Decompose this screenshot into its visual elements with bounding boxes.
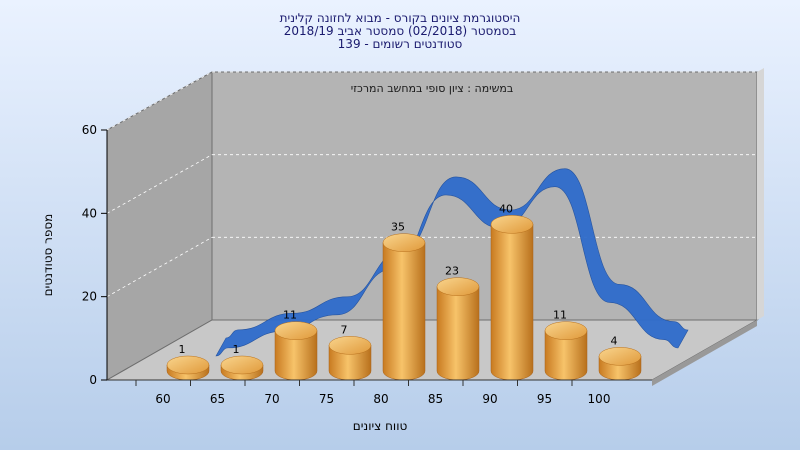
bar (328, 336, 372, 381)
y-axis-label: מספר סטודנטים (41, 214, 55, 297)
bar-top (490, 215, 534, 234)
bar-body (382, 242, 426, 381)
bar (544, 321, 588, 381)
x-tick-label: 75 (319, 392, 334, 406)
y-tick-label: 60 (82, 123, 97, 137)
bar-data-label: 11 (283, 309, 297, 322)
x-axis: 60 65 70 75 80 85 90 95 100 (107, 379, 652, 406)
chart-subtitle: במשימה : ציון סופי במחשב המרכזי (351, 82, 514, 95)
bar-data-label: 7 (341, 323, 348, 336)
y-axis: 0 20 40 60 (82, 123, 108, 387)
chart-frame-right-edge (757, 68, 764, 320)
bar (220, 355, 264, 381)
chart-title-line-2: בסמסטר (02/2018) סמסטר אביב 2018/19 (284, 24, 516, 38)
x-tick-label: 100 (588, 392, 611, 406)
bar-data-label: 35 (391, 221, 405, 234)
bar (274, 321, 318, 381)
bar-top (544, 321, 588, 340)
bar-top (220, 355, 264, 375)
chart-gridlines (106, 71, 757, 298)
bar-data-label: 1 (179, 343, 186, 356)
x-tick-label: 65 (210, 392, 225, 406)
x-tick-label: 80 (373, 392, 388, 406)
bar (166, 355, 210, 381)
x-axis-label: טווח ציונים (353, 419, 408, 433)
x-tick-label: 85 (428, 392, 443, 406)
chart-floor-edge (652, 320, 757, 386)
chart-title-line-3: סטודנטים רשומים - 139 (338, 37, 463, 51)
x-tick-label: 90 (482, 392, 497, 406)
bar-top (382, 233, 426, 252)
bar-top (598, 347, 642, 366)
x-tick-label: 60 (155, 392, 170, 406)
bar-body (436, 286, 480, 381)
y-tick-label: 20 (82, 290, 97, 304)
bar-top (436, 277, 480, 296)
bar-data-label: 11 (553, 309, 567, 322)
bar-top (166, 355, 210, 375)
y-tick-label: 40 (82, 206, 97, 220)
gridline-wall (106, 236, 213, 298)
bar-top (274, 321, 318, 340)
chart-title-line-1: היסטוגרמת ציונים בקורס - מבוא לחזונה קלי… (280, 11, 521, 25)
bar-data-label: 1 (233, 343, 240, 356)
y-tick-label: 0 (89, 373, 97, 387)
bar-series (166, 215, 642, 381)
gridline-wall (106, 154, 213, 214)
bar-data-label: 4 (611, 334, 618, 347)
x-tick-label: 95 (537, 392, 552, 406)
x-tick-label: 70 (264, 392, 279, 406)
bar (382, 233, 426, 381)
bar-body (490, 224, 534, 381)
bar (598, 347, 642, 381)
bar (490, 215, 534, 381)
bar-top (328, 336, 372, 355)
bar-data-label: 40 (499, 202, 513, 215)
gridline-wall (106, 71, 213, 131)
bar-data-label: 23 (445, 265, 459, 278)
bar (436, 277, 480, 381)
